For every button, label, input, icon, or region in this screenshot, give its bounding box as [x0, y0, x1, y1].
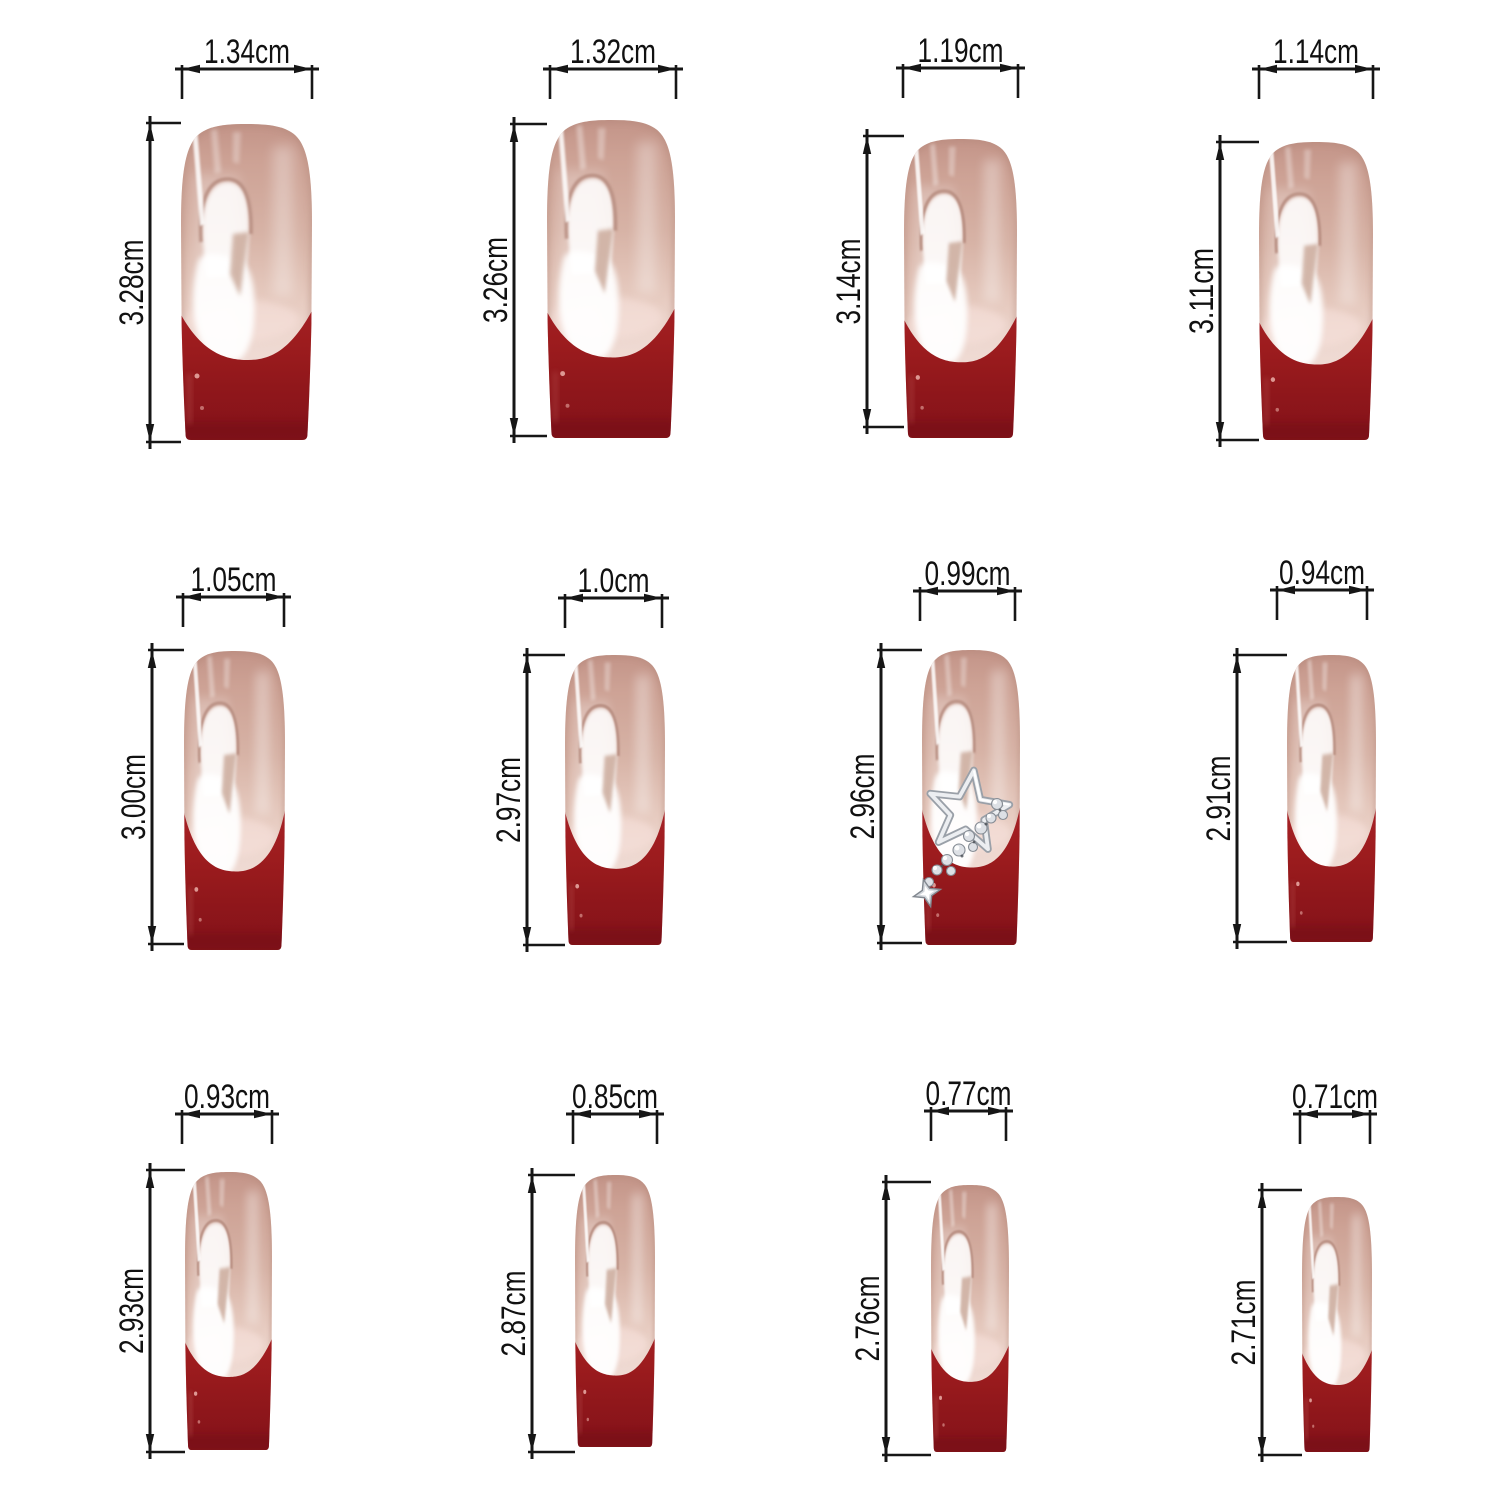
svg-text:0.93cm: 0.93cm: [184, 1078, 270, 1116]
svg-text:1.19cm: 1.19cm: [918, 32, 1004, 70]
svg-text:3.28cm: 3.28cm: [113, 240, 151, 326]
svg-text:2.91cm: 2.91cm: [1200, 756, 1238, 842]
svg-text:0.85cm: 0.85cm: [572, 1078, 658, 1116]
svg-text:1.0cm: 1.0cm: [578, 562, 650, 600]
svg-text:3.00cm: 3.00cm: [115, 754, 153, 840]
svg-text:3.14cm: 3.14cm: [830, 239, 868, 325]
svg-text:0.94cm: 0.94cm: [1279, 554, 1365, 592]
svg-text:0.71cm: 0.71cm: [1292, 1078, 1378, 1116]
svg-text:2.97cm: 2.97cm: [490, 757, 528, 843]
svg-text:0.99cm: 0.99cm: [925, 555, 1011, 593]
svg-text:2.96cm: 2.96cm: [844, 754, 882, 840]
svg-text:1.05cm: 1.05cm: [191, 561, 277, 599]
svg-text:3.26cm: 3.26cm: [477, 237, 515, 323]
svg-text:2.93cm: 2.93cm: [113, 1268, 151, 1354]
svg-text:1.32cm: 1.32cm: [570, 33, 656, 71]
svg-text:2.71cm: 2.71cm: [1225, 1280, 1263, 1366]
svg-text:2.76cm: 2.76cm: [849, 1276, 887, 1362]
svg-text:1.34cm: 1.34cm: [204, 33, 290, 71]
svg-text:2.87cm: 2.87cm: [495, 1271, 533, 1357]
svg-text:3.11cm: 3.11cm: [1183, 248, 1221, 334]
svg-text:0.77cm: 0.77cm: [926, 1075, 1012, 1113]
svg-text:1.14cm: 1.14cm: [1273, 33, 1359, 71]
